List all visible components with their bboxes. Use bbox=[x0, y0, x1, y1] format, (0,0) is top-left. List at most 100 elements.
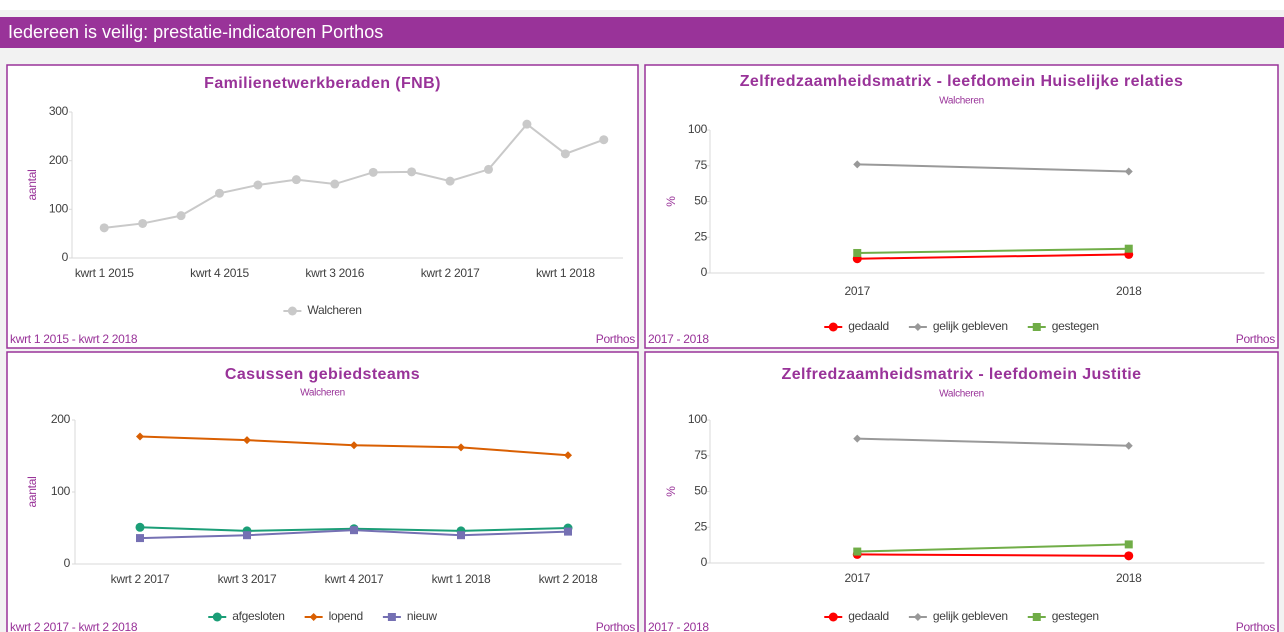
legend-swatch bbox=[387, 613, 396, 621]
y-axis-label: % bbox=[664, 486, 678, 497]
point bbox=[407, 167, 417, 177]
point bbox=[291, 175, 301, 185]
point bbox=[1124, 244, 1133, 253]
y-tick-label: 100 bbox=[51, 484, 71, 498]
point bbox=[1124, 167, 1133, 176]
y-tick-label: 25 bbox=[694, 519, 707, 533]
series-line bbox=[857, 543, 1129, 553]
point bbox=[457, 443, 465, 452]
legend-label: gestegen bbox=[1052, 319, 1099, 333]
x-tick-label: kwrt 1 2018 bbox=[536, 266, 595, 280]
point bbox=[330, 179, 340, 189]
y-tick-label: 0 bbox=[64, 556, 71, 570]
footer-left: kwrt 1 2015 - kwrt 2 2018 bbox=[10, 332, 138, 346]
point bbox=[457, 531, 465, 540]
point bbox=[1124, 551, 1134, 561]
top-strip bbox=[0, 0, 1284, 10]
title: Familienetwerkberaden (FNB) bbox=[204, 75, 441, 92]
x-tick-label: kwrt 1 2018 bbox=[432, 572, 491, 586]
title: Zelfredzaamheidsmatrix - leefdomein Just… bbox=[782, 366, 1142, 383]
subtitle: Walcheren bbox=[939, 96, 984, 107]
point bbox=[176, 211, 186, 221]
y-tick-label: 200 bbox=[49, 153, 69, 167]
point bbox=[136, 534, 144, 543]
subtitle: Walcheren bbox=[939, 389, 984, 400]
footer-left: kwrt 2 2017 - kwrt 2 2018 bbox=[10, 620, 138, 632]
point bbox=[599, 135, 609, 145]
series-line bbox=[857, 163, 1129, 173]
y-axis-label: % bbox=[664, 196, 678, 207]
legend-label: gelijk gebleven bbox=[933, 319, 1008, 333]
x-tick-label: kwrt 3 2016 bbox=[305, 266, 364, 280]
legend-label: lopend bbox=[329, 609, 363, 623]
title: Casussen gebiedsteams bbox=[225, 366, 420, 383]
title: Zelfredzaamheidsmatrix - leefdomein Huis… bbox=[740, 73, 1184, 90]
point bbox=[560, 149, 570, 159]
x-tick-label: kwrt 3 2017 bbox=[218, 572, 277, 586]
point bbox=[853, 160, 862, 169]
footer-right: Porthos bbox=[596, 332, 636, 346]
header-bar bbox=[0, 17, 1284, 48]
point bbox=[350, 441, 358, 450]
point bbox=[564, 451, 572, 460]
y-tick-label: 0 bbox=[701, 555, 708, 569]
legend-label: gestegen bbox=[1052, 609, 1099, 623]
header-title: Iedereen is veilig: prestatie-indicatore… bbox=[8, 22, 383, 42]
x-tick-label: 2018 bbox=[1116, 284, 1142, 298]
x-tick-label: kwrt 2 2018 bbox=[539, 572, 598, 586]
y-tick-label: 50 bbox=[694, 484, 707, 498]
y-tick-label: 0 bbox=[701, 265, 708, 279]
y-tick-label: 0 bbox=[62, 250, 69, 264]
legend-swatch bbox=[309, 613, 318, 621]
x-tick-label: kwrt 2 2017 bbox=[421, 266, 480, 280]
point bbox=[1124, 441, 1133, 450]
x-tick-label: kwrt 2 2017 bbox=[111, 572, 170, 586]
panel bbox=[6, 64, 639, 349]
y-tick-label: 100 bbox=[688, 122, 708, 136]
legend-swatch bbox=[828, 612, 838, 622]
x-tick-label: 2017 bbox=[845, 284, 871, 298]
legend-label: gelijk gebleven bbox=[933, 609, 1008, 623]
panel bbox=[6, 351, 639, 632]
point bbox=[135, 522, 145, 532]
point bbox=[1124, 540, 1133, 549]
legend-swatch bbox=[212, 612, 222, 622]
legend-swatch bbox=[1032, 323, 1041, 331]
point bbox=[445, 176, 455, 186]
series-line bbox=[857, 247, 1129, 254]
point bbox=[350, 526, 358, 535]
point bbox=[484, 164, 493, 174]
point bbox=[853, 434, 862, 443]
point bbox=[243, 531, 251, 540]
y-axis-label: aantal bbox=[25, 170, 39, 201]
y-axis-label: aantal bbox=[25, 477, 39, 508]
point bbox=[564, 527, 572, 536]
legend-swatch bbox=[913, 323, 922, 331]
legend-swatch bbox=[287, 306, 297, 316]
panel bbox=[644, 351, 1279, 632]
x-tick-label: 2017 bbox=[845, 571, 871, 585]
y-tick-label: 100 bbox=[49, 202, 69, 216]
x-tick-label: kwrt 4 2017 bbox=[325, 572, 384, 586]
legend-swatch bbox=[828, 322, 838, 332]
y-tick-label: 50 bbox=[694, 194, 707, 208]
series-line bbox=[857, 253, 1129, 260]
legend-label: gedaald bbox=[848, 609, 889, 623]
point bbox=[215, 188, 224, 198]
series-line bbox=[857, 553, 1129, 557]
y-tick-label: 75 bbox=[694, 448, 707, 462]
y-tick-label: 300 bbox=[49, 104, 69, 118]
series-line bbox=[857, 437, 1129, 447]
point bbox=[853, 547, 862, 556]
subtitle: Walcheren bbox=[300, 388, 345, 399]
footer-right: Porthos bbox=[1236, 620, 1276, 632]
legend-label: Walcheren bbox=[307, 303, 361, 317]
x-tick-label: kwrt 4 2015 bbox=[190, 266, 249, 280]
legend-swatch bbox=[913, 613, 922, 621]
point bbox=[368, 167, 378, 177]
panel bbox=[644, 64, 1279, 349]
footer-left: 2017 - 2018 bbox=[648, 620, 709, 632]
legend-label: nieuw bbox=[407, 609, 437, 623]
legend-label: gedaald bbox=[848, 319, 889, 333]
